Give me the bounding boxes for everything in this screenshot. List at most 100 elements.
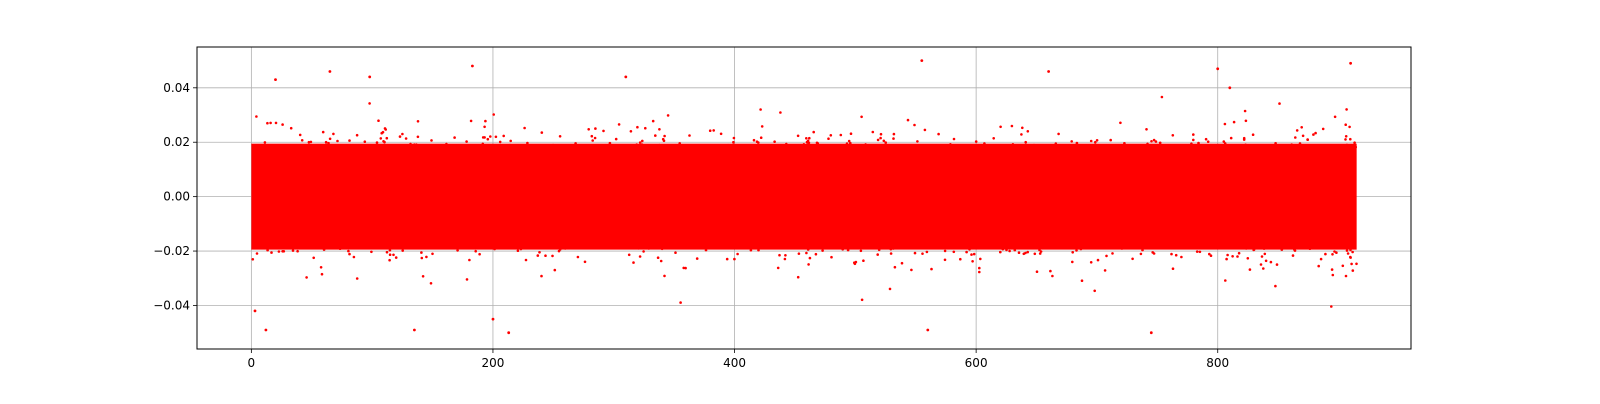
scatter-point <box>404 137 408 140</box>
scatter-point <box>877 248 881 252</box>
scatter-point <box>368 75 372 79</box>
scatter-point <box>1171 244 1174 247</box>
scatter-point <box>398 135 402 138</box>
scatter-point <box>347 249 350 253</box>
scatter-point <box>1262 267 1265 270</box>
scatter-point <box>516 249 520 252</box>
scatter-point <box>1047 70 1050 73</box>
scatter-point <box>866 246 870 249</box>
scatter-point <box>425 255 428 259</box>
scatter-point <box>876 138 880 142</box>
scatter-point <box>431 252 434 256</box>
scatter-point <box>779 111 782 114</box>
scatter-point <box>658 143 661 147</box>
scatter-point <box>1272 144 1275 147</box>
scatter-point <box>1095 139 1099 142</box>
scatter-point <box>384 128 388 131</box>
scatter-point <box>1223 142 1227 145</box>
scatter-point <box>884 244 887 247</box>
scatter-point <box>846 248 850 252</box>
scatter-point <box>1223 122 1227 126</box>
scatter-point <box>860 298 864 302</box>
scatter-point <box>1344 135 1348 138</box>
scatter-point <box>266 121 269 125</box>
scatter-point <box>892 132 896 136</box>
scatter-point <box>812 130 815 134</box>
scatter-point <box>319 266 323 269</box>
scatter-point <box>1294 136 1297 139</box>
scatter-point <box>949 143 952 146</box>
scatter-point <box>486 137 490 141</box>
scatter-point <box>445 142 448 146</box>
scatter-point <box>661 137 665 141</box>
x-tick-label: 200 <box>481 356 504 370</box>
scatter-point <box>660 247 664 251</box>
scatter-point <box>719 132 723 136</box>
scatter-point <box>629 130 633 133</box>
scatter-point <box>859 249 863 253</box>
scatter-point <box>974 140 978 143</box>
scatter-point <box>322 248 326 251</box>
scatter-point <box>1197 141 1200 145</box>
scatter-point <box>978 270 981 274</box>
scatter-point <box>1291 145 1294 148</box>
scatter-point <box>627 253 631 257</box>
plot-area-frame <box>196 46 1412 350</box>
scatter-point <box>1133 245 1136 248</box>
scatter-point <box>1174 253 1178 257</box>
scatter-point <box>1141 248 1144 252</box>
scatter-point <box>1232 246 1235 249</box>
scatter-point <box>1171 134 1175 137</box>
scatter-point <box>1324 243 1328 246</box>
scatter-point <box>1094 140 1097 144</box>
scatter-point <box>1054 142 1058 145</box>
scatter-point <box>1008 249 1011 253</box>
scatter-point <box>808 136 811 140</box>
scatter-point <box>378 145 382 148</box>
scatter-point <box>678 142 681 145</box>
scatter-point <box>1349 61 1352 65</box>
scatter-point <box>884 144 888 147</box>
scatter-point <box>1021 126 1024 130</box>
scatter-point <box>1353 141 1356 144</box>
scatter-point <box>1308 247 1312 250</box>
scatter-point <box>1236 255 1239 258</box>
scatter-point <box>508 143 512 147</box>
scatter-point <box>1051 274 1054 278</box>
scatter-point <box>416 244 420 247</box>
scatter-point <box>1013 248 1017 252</box>
scatter-point <box>540 274 543 278</box>
scatter-point <box>1232 120 1236 124</box>
scatter-point <box>1089 139 1093 143</box>
scatter-point <box>1096 258 1100 262</box>
scatter-point <box>558 248 562 251</box>
scatter-point <box>1293 249 1297 252</box>
scatter-point <box>1328 147 1331 150</box>
scatter-point <box>906 118 910 122</box>
scatter-point <box>355 277 359 280</box>
scatter-point <box>1344 138 1347 141</box>
scatter-point <box>1195 250 1199 253</box>
scatter-point <box>273 145 277 149</box>
y-tick-label: 0.00 <box>163 190 190 204</box>
scatter-point <box>1265 243 1268 247</box>
scatter-point <box>328 70 332 73</box>
scatter-point <box>797 252 801 255</box>
scatter-point <box>419 246 423 250</box>
scatter-point <box>674 251 677 254</box>
scatter-point <box>769 144 773 147</box>
scatter-point <box>287 145 290 149</box>
scatter-point <box>1005 248 1008 252</box>
scatter-point <box>1225 257 1228 261</box>
scatter-point <box>507 331 511 335</box>
scatter-point <box>1345 143 1349 147</box>
scatter-point <box>864 143 867 146</box>
scatter-point <box>759 108 762 111</box>
scatter-point <box>1120 247 1124 250</box>
scatter-point <box>423 246 426 249</box>
scatter-point <box>1228 86 1232 90</box>
y-tick-label: 0.02 <box>163 135 190 149</box>
scatter-point <box>983 142 986 145</box>
scatter-point <box>843 144 846 148</box>
scatter-point <box>536 254 540 257</box>
